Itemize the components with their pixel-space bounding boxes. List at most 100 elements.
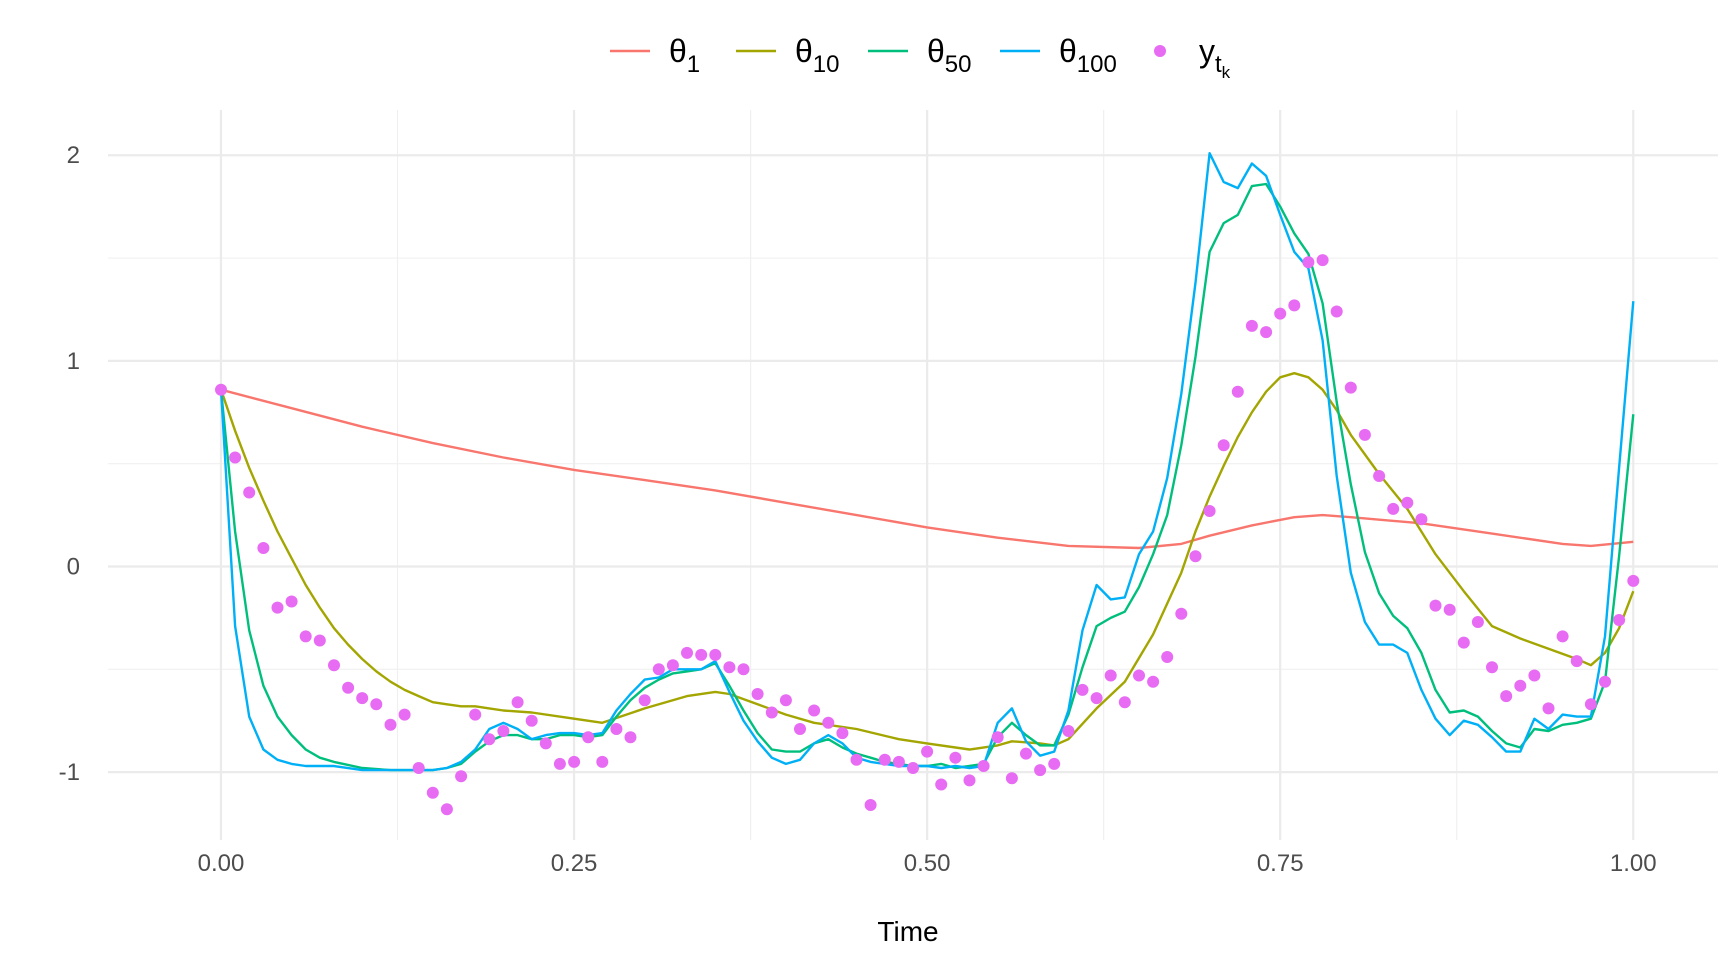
data-point [822,716,835,729]
data-point [1274,307,1287,320]
data-point [469,708,482,721]
data-point [1542,702,1555,715]
data-point [1118,696,1131,709]
legend: θ1 θ10 θ50 θ100 ytk [610,33,1231,82]
legend-label: θ10 [795,33,840,78]
data-point [1358,428,1371,441]
data-point [1486,661,1498,674]
data-point [1302,256,1315,269]
data-point [1076,683,1089,696]
legend-label: θ100 [1059,33,1117,78]
major-gridlines [108,110,1718,840]
legend-item-theta100: θ100 [1000,33,1117,78]
data-point [864,799,877,811]
data-point [638,694,651,707]
data-point [1401,496,1414,509]
series-line-theta100 [219,151,1635,772]
data-point [949,751,962,764]
data-point [1613,614,1626,626]
legend-key-point [1154,45,1166,57]
data-point [1443,603,1456,616]
data-point [313,634,326,647]
data-point [342,681,355,694]
data-point [1344,381,1357,394]
y-tick-label: 1 [67,348,80,375]
data-point [1231,385,1244,398]
y-tick-label: -1 [59,759,80,786]
legend-item-theta50: θ50 [868,33,972,78]
data-point [779,694,792,707]
legend-item-y: ytk [1154,33,1231,82]
data-point [370,698,383,711]
data-point [751,688,764,700]
data-point [709,648,722,661]
data-point [1034,764,1047,777]
data-point [1373,470,1386,482]
data-point [624,731,637,744]
data-point [455,770,468,783]
data-point [1415,513,1428,526]
data-point [921,745,934,758]
data-point [1528,669,1541,682]
data-point [299,630,312,643]
data-point [836,727,849,740]
data-point [1599,675,1611,688]
data-point [1429,599,1442,612]
data-point [1471,616,1484,628]
data-point [1090,692,1103,705]
series-lines [219,151,1635,772]
data-point [610,723,623,735]
data-point [1245,319,1258,332]
data-point [525,714,538,727]
data-point [1260,326,1273,339]
data-point [568,755,581,768]
x-axis-ticks: 0.00 0.25 0.50 0.75 1.00 [198,850,1657,877]
y-tick-label: 0 [67,554,80,581]
y-axis-ticks: -1 0 1 2 [59,142,80,786]
data-point [582,731,595,744]
data-point [539,737,552,750]
data-point [271,601,284,614]
data-point [1627,574,1640,587]
observation-points [215,254,1640,816]
data-point [398,708,411,721]
data-point [440,803,453,816]
data-point [963,774,976,787]
data-point [229,451,242,464]
data-point [1133,669,1145,682]
data-point [1570,655,1583,668]
data-point [652,663,665,676]
data-point [328,659,340,672]
data-point [1584,698,1597,711]
x-tick-label: 0.25 [551,850,598,877]
x-axis-title: Time [877,916,938,947]
data-point [285,595,298,608]
data-point [1161,651,1174,663]
data-point [497,725,510,737]
data-point [1556,630,1569,643]
data-point [257,542,270,554]
data-point [681,646,693,659]
data-point [1048,757,1061,770]
legend-label: θ50 [927,33,972,78]
data-point [596,755,609,768]
x-tick-label: 0.75 [1257,850,1304,877]
minor-gridlines [108,110,1718,840]
legend-label: ytk [1199,33,1231,82]
data-point [412,762,425,774]
data-point [892,755,905,768]
data-point [1387,502,1400,515]
data-point [483,733,496,746]
data-point [1062,725,1075,737]
data-point [511,696,524,709]
x-tick-label: 1.00 [1610,850,1657,877]
data-point [1316,254,1329,267]
data-point [794,723,806,735]
data-point [384,718,397,731]
x-tick-label: 0.50 [904,850,951,877]
data-point [356,692,369,705]
data-point [1189,550,1202,563]
legend-item-theta1: θ1 [610,33,700,78]
data-point [666,659,679,672]
data-point [1457,636,1470,649]
